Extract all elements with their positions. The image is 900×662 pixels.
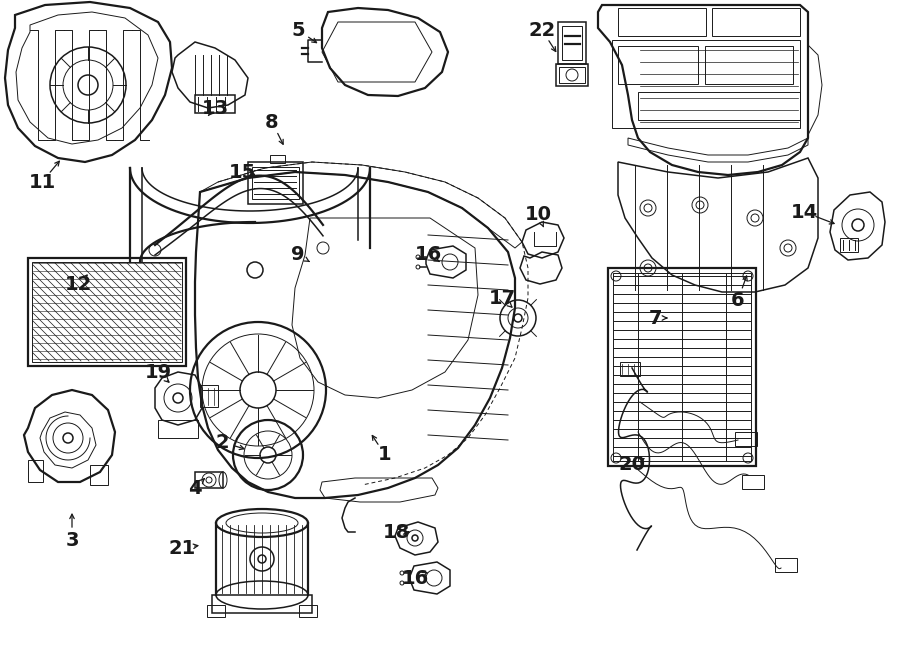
Text: 18: 18: [382, 522, 410, 542]
Text: 6: 6: [731, 291, 745, 310]
Text: 3: 3: [65, 530, 79, 549]
Bar: [612, 40, 800, 128]
Text: 8: 8: [266, 113, 279, 132]
Bar: [556, 64, 588, 86]
Bar: [28, 460, 43, 482]
Bar: [195, 472, 223, 488]
Text: 10: 10: [525, 205, 552, 224]
Text: 13: 13: [202, 99, 229, 117]
Text: 11: 11: [29, 173, 56, 191]
Text: 19: 19: [144, 363, 172, 381]
Text: 16: 16: [401, 569, 428, 587]
Text: 15: 15: [229, 162, 256, 181]
Text: 1: 1: [378, 446, 392, 465]
Text: 16: 16: [414, 246, 442, 265]
Text: 17: 17: [489, 289, 516, 308]
Text: 4: 4: [188, 479, 202, 498]
Bar: [613, 273, 751, 461]
Bar: [618, 8, 706, 36]
Bar: [638, 92, 800, 120]
Bar: [712, 8, 800, 36]
Bar: [562, 26, 582, 60]
Bar: [90, 465, 108, 485]
Text: 20: 20: [618, 455, 645, 475]
Bar: [742, 475, 764, 489]
Bar: [618, 46, 698, 84]
Text: 22: 22: [528, 21, 555, 40]
Text: 7: 7: [649, 308, 662, 328]
Bar: [735, 432, 757, 446]
Bar: [195, 95, 235, 113]
Bar: [158, 420, 198, 438]
Bar: [558, 22, 586, 64]
Bar: [840, 238, 858, 252]
Bar: [559, 67, 585, 83]
Bar: [775, 558, 797, 572]
Bar: [200, 385, 218, 407]
Text: 14: 14: [790, 203, 817, 222]
Text: 2: 2: [215, 432, 229, 451]
Bar: [270, 155, 285, 163]
Bar: [28, 258, 186, 366]
Text: 5: 5: [292, 21, 305, 40]
Bar: [252, 167, 299, 199]
Bar: [705, 46, 793, 84]
Bar: [620, 362, 640, 376]
Bar: [299, 605, 317, 617]
Text: 21: 21: [168, 538, 195, 557]
Bar: [212, 595, 312, 613]
Bar: [248, 162, 303, 204]
Text: 9: 9: [292, 246, 305, 265]
Bar: [32, 262, 182, 362]
Text: 12: 12: [65, 275, 92, 295]
Bar: [207, 605, 225, 617]
Bar: [608, 268, 756, 466]
